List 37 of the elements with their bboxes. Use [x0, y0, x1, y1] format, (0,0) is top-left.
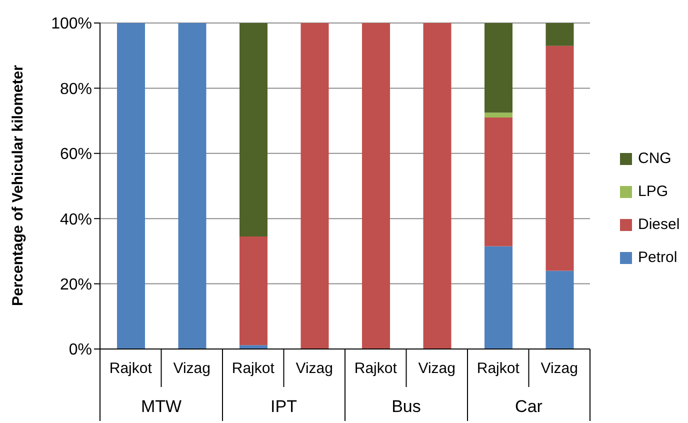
bar [546, 23, 574, 46]
x-tick-label: Rajkot [232, 360, 276, 377]
x-tick-label: Vizag [540, 360, 578, 377]
bar [484, 246, 512, 349]
x-tick-label: Vizag [418, 360, 456, 377]
y-tick-label: 100% [51, 16, 92, 33]
text: IPT [270, 397, 297, 416]
text: Bus [392, 397, 421, 416]
bar [546, 270, 574, 349]
y-tick-label: 0% [68, 342, 92, 359]
text: Car [515, 397, 543, 416]
y-tick-label: 40% [60, 211, 92, 228]
bar [484, 112, 512, 118]
x-tick-label: Vizag [173, 360, 211, 377]
bar [300, 23, 329, 349]
y-tick-label: 60% [60, 146, 92, 164]
bar [240, 23, 268, 237]
bar [484, 118, 512, 246]
legend-label: LPG [638, 183, 668, 200]
legend-label: Diesel [638, 216, 680, 233]
legend-label: CNG [638, 150, 672, 167]
y-tick-label: 80% [60, 80, 92, 98]
legend-label: Petrol [638, 249, 678, 266]
x-tick-label: Rajkot [354, 360, 398, 377]
y-axis-title: Percentage of Vehicular kilometer [9, 64, 26, 306]
y-tick-label: 20% [60, 276, 92, 294]
bar [117, 23, 145, 349]
text: MTW [140, 397, 182, 416]
bar [546, 46, 574, 271]
bar [178, 23, 206, 349]
bar [484, 23, 512, 113]
bar [362, 23, 390, 349]
x-tick-label: Vizag [296, 360, 334, 377]
bar [240, 236, 268, 346]
x-tick-label: Rajkot [476, 360, 520, 377]
bar [423, 23, 452, 349]
x-tick-label: Rajkot [109, 360, 153, 377]
